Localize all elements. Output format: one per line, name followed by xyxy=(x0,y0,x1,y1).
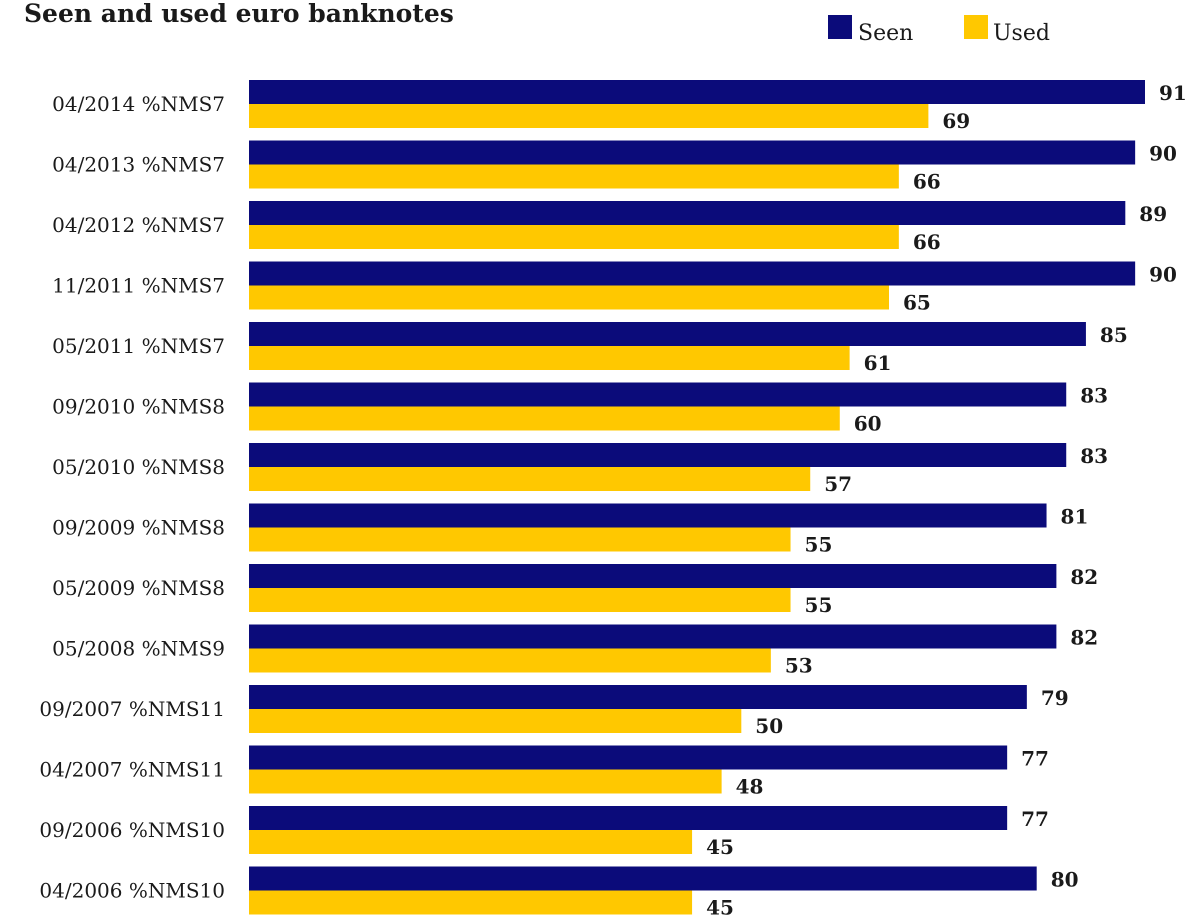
value-label-used: 69 xyxy=(942,109,970,133)
bar-seen xyxy=(249,140,1136,165)
value-label-seen: 90 xyxy=(1149,263,1177,287)
chart-title: Seen and used euro banknotes xyxy=(24,0,454,28)
bar-seen xyxy=(249,503,1047,528)
value-label-seen: 83 xyxy=(1080,384,1108,408)
value-label-seen: 77 xyxy=(1021,747,1049,771)
bar-used xyxy=(249,648,771,673)
bar-used xyxy=(249,104,929,128)
category-label: 05/2009 %NMS8 xyxy=(52,576,225,600)
value-label-seen: 81 xyxy=(1061,505,1089,529)
value-label-used: 55 xyxy=(805,593,833,617)
value-label-used: 55 xyxy=(805,533,833,557)
value-label-used: 50 xyxy=(755,714,783,738)
bars-group: 04/2014 %NMS7 91 69 04/2013 %NMS7 90 66 04/201… xyxy=(39,80,1187,919)
category-label: 05/2011 %NMS7 xyxy=(52,334,225,358)
category-label: 04/2012 %NMS7 xyxy=(52,213,225,237)
bar-seen xyxy=(249,866,1037,891)
value-label-used: 65 xyxy=(903,291,931,315)
bar-used xyxy=(249,527,791,552)
value-label-seen: 80 xyxy=(1051,868,1079,892)
bar-used xyxy=(249,830,693,854)
value-label-used: 66 xyxy=(913,230,941,254)
category-label: 09/2010 %NMS8 xyxy=(52,395,225,419)
value-label-used: 66 xyxy=(913,170,941,194)
category-label: 04/2014 %NMS7 xyxy=(52,92,225,116)
bar-seen xyxy=(249,201,1126,225)
value-label-used: 53 xyxy=(785,654,813,678)
legend-label-seen: Seen xyxy=(858,21,913,46)
legend-swatch-used xyxy=(964,15,988,39)
value-label-seen: 82 xyxy=(1070,626,1098,650)
bar-seen xyxy=(249,443,1067,467)
bar-seen xyxy=(249,322,1086,346)
bar-seen xyxy=(249,685,1027,709)
value-label-used: 45 xyxy=(706,835,734,859)
bar-used xyxy=(249,285,889,310)
category-label: 05/2010 %NMS8 xyxy=(52,455,225,479)
bar-used xyxy=(249,709,742,733)
category-label: 04/2013 %NMS7 xyxy=(52,153,225,177)
bar-used xyxy=(249,164,899,189)
bar-used xyxy=(249,769,722,794)
value-label-seen: 79 xyxy=(1041,686,1069,710)
bar-seen xyxy=(249,624,1057,649)
value-label-used: 48 xyxy=(736,775,764,799)
bar-seen xyxy=(249,564,1057,588)
value-label-seen: 90 xyxy=(1149,142,1177,166)
category-label: 05/2008 %NMS9 xyxy=(52,637,225,661)
legend: Seen Used xyxy=(828,15,1050,46)
bar-seen xyxy=(249,806,1008,830)
category-label: 04/2006 %NMS10 xyxy=(39,879,225,903)
value-label-used: 45 xyxy=(706,896,734,919)
bar-used xyxy=(249,890,693,915)
value-label-used: 60 xyxy=(854,412,882,436)
bar-seen xyxy=(249,745,1008,770)
legend-swatch-seen xyxy=(828,15,852,39)
value-label-seen: 89 xyxy=(1139,202,1167,226)
value-label-seen: 77 xyxy=(1021,807,1049,831)
value-label-seen: 91 xyxy=(1159,81,1187,105)
bar-used xyxy=(249,406,840,431)
bar-seen xyxy=(249,80,1145,104)
bar-used xyxy=(249,588,791,612)
value-label-used: 57 xyxy=(824,472,852,496)
category-label: 11/2011 %NMS7 xyxy=(52,274,225,298)
value-label-seen: 82 xyxy=(1070,565,1098,589)
value-label-seen: 83 xyxy=(1080,444,1108,468)
value-label-used: 61 xyxy=(864,351,892,375)
value-label-seen: 85 xyxy=(1100,323,1128,347)
category-label: 09/2009 %NMS8 xyxy=(52,516,225,540)
bar-seen xyxy=(249,261,1136,286)
bar-seen xyxy=(249,382,1067,407)
bar-used xyxy=(249,346,850,370)
bar-used xyxy=(249,467,811,491)
legend-label-used: Used xyxy=(993,21,1050,46)
category-label: 09/2006 %NMS10 xyxy=(39,818,225,842)
bar-used xyxy=(249,225,899,249)
category-label: 09/2007 %NMS11 xyxy=(39,697,225,721)
category-label: 04/2007 %NMS11 xyxy=(39,758,225,782)
